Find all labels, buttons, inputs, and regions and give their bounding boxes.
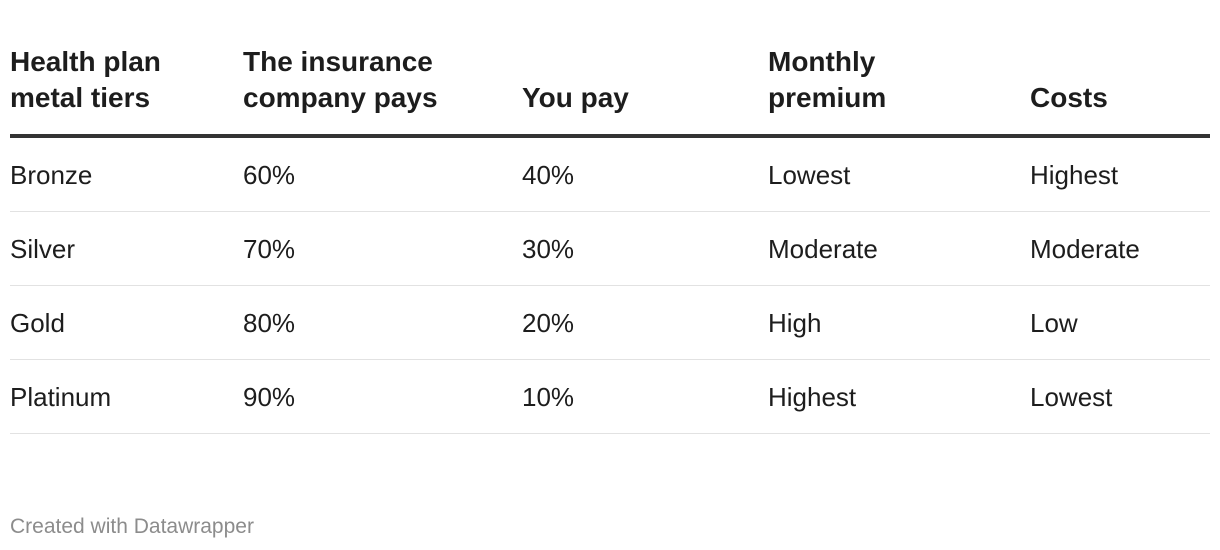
header-insurance-pays: The insurance company pays xyxy=(243,44,522,138)
cell-you-pay: 10% xyxy=(522,359,768,434)
cell-monthly-premium: Highest xyxy=(768,359,1030,434)
table-row: Platinum 90% 10% Highest Lowest xyxy=(10,359,1210,434)
header-costs: Costs xyxy=(1030,44,1210,138)
cell-insurance-pays: 70% xyxy=(243,211,522,286)
header-metal-tiers: Health plan metal tiers xyxy=(10,44,243,138)
cell-costs: Low xyxy=(1030,285,1210,360)
table-row: Silver 70% 30% Moderate Moderate xyxy=(10,211,1210,286)
table-row: Bronze 60% 40% Lowest Highest xyxy=(10,136,1210,212)
cell-insurance-pays: 60% xyxy=(243,136,522,212)
header-you-pay-label: You pay xyxy=(522,82,629,113)
cell-insurance-pays: 90% xyxy=(243,359,522,434)
cell-monthly-premium: Lowest xyxy=(768,136,1030,212)
cell-costs: Highest xyxy=(1030,136,1210,212)
header-you-pay: You pay xyxy=(522,44,768,138)
table-row: Gold 80% 20% High Low xyxy=(10,285,1210,360)
header-monthly-premium-line-2: premium xyxy=(768,82,887,113)
cell-insurance-pays: 80% xyxy=(243,285,522,360)
header-monthly-premium-line-1: Monthly xyxy=(768,46,876,77)
table-header-row: Health plan metal tiers The insurance comp… xyxy=(10,44,1210,138)
cell-costs: Moderate xyxy=(1030,211,1210,286)
cell-monthly-premium: High xyxy=(768,285,1030,360)
cell-you-pay: 20% xyxy=(522,285,768,360)
cell-tier: Gold xyxy=(10,285,243,360)
cell-tier: Silver xyxy=(10,211,243,286)
cell-you-pay: 40% xyxy=(522,136,768,212)
metal-tiers-table: Health plan metal tiers The insurance comp… xyxy=(10,44,1210,434)
header-insurance-pays-line-1: The insurance xyxy=(243,46,433,77)
header-metal-tiers-line-1: Health plan xyxy=(10,46,161,77)
header-metal-tiers-line-2: metal tiers xyxy=(10,82,151,113)
header-insurance-pays-line-2: company pays xyxy=(243,82,438,113)
cell-monthly-premium: Moderate xyxy=(768,211,1030,286)
header-monthly-premium: Monthly premium xyxy=(768,44,1030,138)
cell-you-pay: 30% xyxy=(522,211,768,286)
cell-tier: Bronze xyxy=(10,136,243,212)
cell-costs: Lowest xyxy=(1030,359,1210,434)
metal-tiers-table-container: Health plan metal tiers The insurance comp… xyxy=(10,44,1210,434)
header-costs-label: Costs xyxy=(1030,82,1108,113)
datawrapper-credit: Created with Datawrapper xyxy=(10,515,254,538)
cell-tier: Platinum xyxy=(10,359,243,434)
